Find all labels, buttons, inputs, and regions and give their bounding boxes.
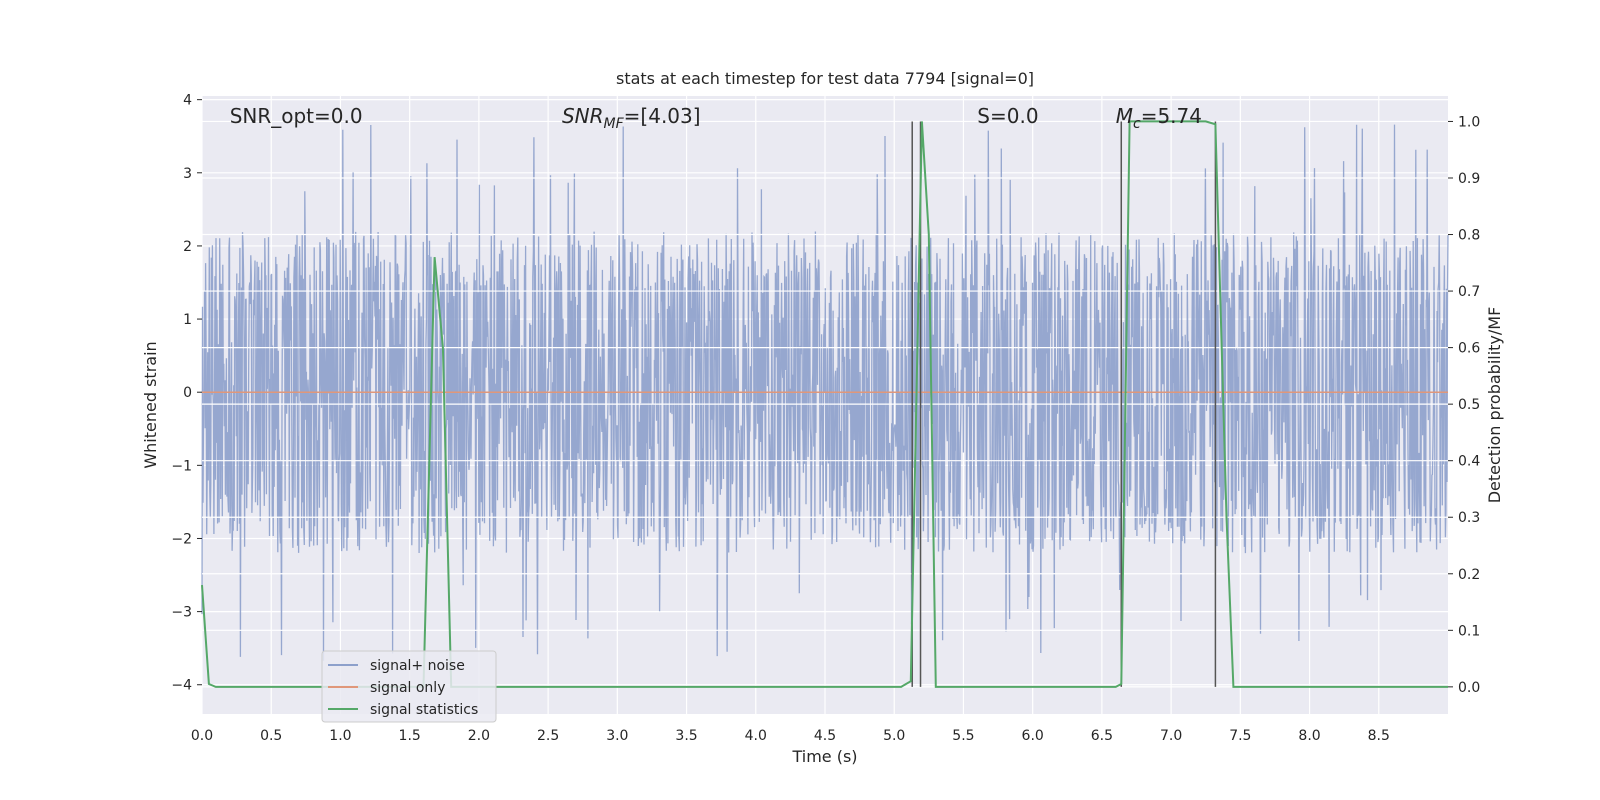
y-left-tick-label: −4 [171,678,192,694]
y-left-tick-label: 0 [183,385,192,401]
axes: 0.0 0.5 1.0 1.5 2.0 2.5 3.0 3.5 4.0 4.5 5.0 5.5 6.0 6… [171,93,1480,744]
x-tick-label: 5.0 [883,728,905,744]
chart-title: stats at each timestep for test data 779… [616,69,1034,88]
legend-box [321,650,497,723]
y-left-tick-label: −3 [171,605,192,621]
y-right-tick-label: 0.9 [1458,171,1480,187]
y-axis-left-label: Whitened strain [141,341,160,468]
y-right-tick-label: 1.0 [1458,114,1480,130]
x-tick-label: 7.0 [1160,728,1182,744]
y-right-tick-label: 0.2 [1458,567,1480,583]
x-tick-label: 2.5 [537,728,559,744]
legend: signal+ noise signal only signal statistic… [321,650,497,723]
x-tick-label: 4.0 [745,728,767,744]
y-right-tick-label: 0.6 [1458,341,1480,357]
x-tick-label: 8.0 [1298,728,1320,744]
annotation-0: SNR_opt=0.0 [230,104,363,128]
x-tick-label: 4.5 [814,728,836,744]
y-left-tick-label: 4 [183,93,192,109]
y-right-tick-label: 0.5 [1458,397,1480,413]
y-right-tick-label: 0.8 [1458,228,1480,244]
y-left-tick-label: −1 [171,458,192,474]
x-tick-label: 3.0 [606,728,628,744]
annotations: SNR_opt=0.0 SNRMF=[4.03] S=0.0 Mc=5.74 [230,104,1202,132]
x-tick-label: 6.0 [1022,728,1044,744]
x-tick-label: 8.5 [1368,728,1390,744]
y-left-tick-label: 1 [183,312,192,328]
legend-label: signal only [370,680,445,696]
annotation-2: S=0.0 [977,104,1038,128]
x-tick-label: 1.5 [399,728,421,744]
x-tick-label: 7.5 [1229,728,1251,744]
legend-label: signal statistics [370,702,478,718]
x-tick-label: 6.5 [1091,728,1113,744]
annotation-value: =5.74 [1141,104,1202,128]
annotation-1: SNRMF=[4.03] [562,104,701,132]
y-left-tick-label: −2 [171,531,192,547]
x-tick-label: 5.5 [952,728,974,744]
y-axis-right-label: Detection probability/MF [1485,307,1504,504]
annotation-value: =[4.03] [624,104,701,128]
y-right-tick-label: 0.3 [1458,510,1480,526]
y-right-tick-label: 0.4 [1458,454,1480,470]
x-tick-label: 3.5 [675,728,697,744]
x-axis-label: Time (s) [791,747,857,766]
y-left-tick-label: 3 [183,166,192,182]
legend-label: signal+ noise [370,658,465,674]
y-left-tick-label: 2 [183,239,192,255]
x-tick-label: 0.5 [260,728,282,744]
vertical-markers [911,121,1217,687]
annotation-subscript: c [1133,116,1141,132]
y-right-tick-label: 0.0 [1458,680,1480,696]
x-tick-label: 1.0 [329,728,351,744]
annotation-3: Mc=5.74 [1116,104,1202,132]
annotation-base: SNR [562,104,604,128]
annotation-subscript: MF [604,116,625,132]
y-right-tick-label: 0.7 [1458,284,1480,300]
x-tick-label: 2.0 [468,728,490,744]
y-right-tick-label: 0.1 [1458,623,1480,639]
annotation-base: M [1116,104,1133,128]
x-tick-label: 0.0 [191,728,213,744]
